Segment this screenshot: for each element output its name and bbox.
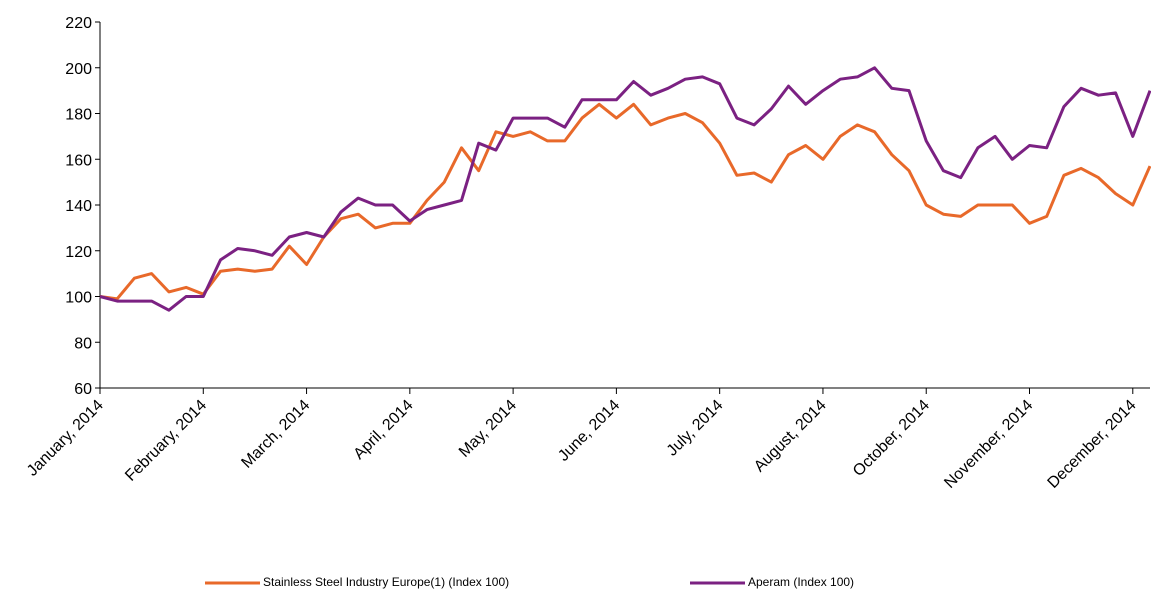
legend-label: Stainless Steel Industry Europe(1) (Inde… (263, 575, 509, 589)
x-tick-label: April, 2014 (351, 397, 417, 463)
y-tick-label: 80 (74, 335, 92, 352)
x-tick-label: February, 2014 (122, 397, 210, 485)
x-tick-label: December, 2014 (1045, 397, 1140, 492)
y-tick-label: 100 (65, 290, 92, 307)
x-tick-label: August, 2014 (751, 397, 830, 476)
y-tick-label: 140 (65, 198, 92, 215)
x-tick-label: November, 2014 (941, 397, 1036, 492)
y-tick-label: 200 (65, 61, 92, 78)
x-tick-label: January, 2014 (24, 397, 107, 480)
x-tick-label: May, 2014 (456, 397, 520, 461)
y-tick-label: 180 (65, 107, 92, 124)
y-tick-label: 160 (65, 152, 92, 169)
y-tick-label: 60 (74, 381, 92, 398)
x-tick-label: October, 2014 (850, 397, 933, 480)
x-tick-label: March, 2014 (238, 397, 313, 472)
legend-label: Aperam (Index 100) (748, 575, 854, 589)
line-series (99, 66, 1151, 312)
x-tick-label: July, 2014 (664, 397, 727, 460)
x-tick-label: June, 2014 (555, 397, 623, 465)
y-tick-label: 120 (65, 244, 92, 261)
line-series (99, 102, 1151, 301)
y-tick-label: 220 (65, 15, 92, 32)
